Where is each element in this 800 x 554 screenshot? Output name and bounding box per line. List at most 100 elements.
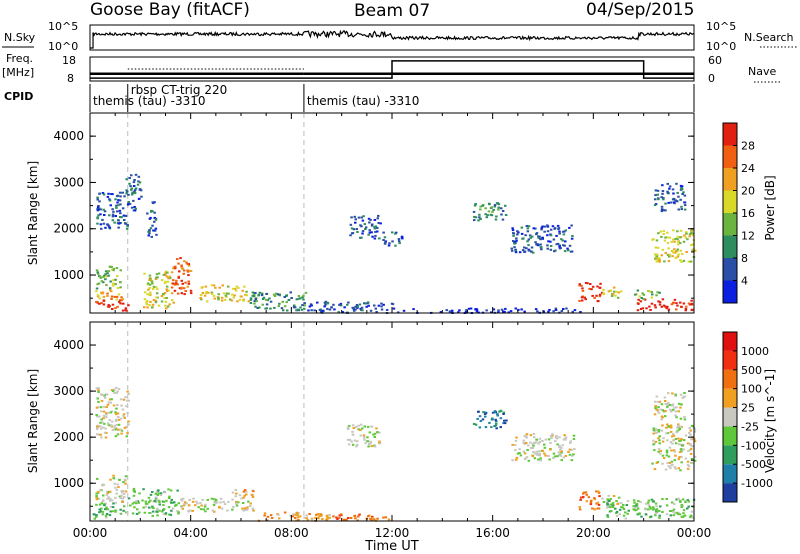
data-cell (384, 516, 388, 519)
data-cell (572, 434, 576, 437)
data-cell (562, 233, 566, 236)
data-cell (102, 281, 105, 284)
data-cell (579, 496, 583, 499)
data-cell (108, 214, 111, 217)
data-cell (684, 236, 688, 239)
data-cell (187, 274, 190, 277)
data-cell (325, 514, 329, 517)
data-cell (115, 489, 118, 491)
data-cell (102, 499, 105, 502)
data-cell (128, 182, 131, 185)
data-cell (297, 295, 301, 297)
data-cell (253, 302, 256, 305)
data-cell (109, 401, 112, 404)
data-cell (123, 496, 126, 499)
data-cell (658, 259, 661, 262)
data-cell (351, 424, 355, 427)
data-cell (514, 307, 517, 310)
data-cell (685, 305, 688, 308)
data-cell (184, 281, 187, 284)
data-cell (102, 295, 106, 298)
data-cell (204, 503, 207, 506)
data-cell (665, 426, 668, 429)
data-cell (338, 303, 341, 306)
data-cell (649, 309, 652, 311)
data-cell (685, 231, 688, 234)
data-cell (539, 243, 542, 246)
data-cell (678, 513, 682, 516)
data-cell (320, 310, 323, 313)
data-cell (636, 507, 640, 510)
data-cell (638, 295, 641, 298)
data-cell (445, 309, 448, 312)
data-cell (100, 280, 104, 283)
data-cell (177, 262, 180, 265)
data-cell (102, 426, 105, 429)
data-cell (227, 285, 230, 288)
data-cell (658, 400, 662, 403)
data-cell (104, 427, 107, 430)
data-cell (136, 183, 140, 186)
noise-left-tick-top: 10^5 (48, 20, 78, 33)
data-cell (178, 287, 182, 290)
data-cell (666, 462, 669, 465)
freq-left-tick-bottom: 8 (67, 72, 74, 85)
data-cell (487, 210, 491, 213)
data-cell (555, 437, 559, 440)
data-cell (365, 305, 368, 308)
data-cell (101, 218, 104, 221)
data-cell (531, 251, 535, 254)
data-cell (618, 508, 622, 511)
data-cell (537, 236, 540, 239)
data-cell (100, 227, 103, 230)
data-cell (155, 273, 159, 276)
data-cell (564, 240, 567, 243)
data-cell (153, 211, 156, 214)
data-cell (580, 296, 584, 299)
data-cell (121, 497, 124, 500)
data-cell (514, 249, 517, 252)
data-cell (165, 297, 168, 299)
data-cell (657, 428, 661, 431)
data-cell (495, 420, 498, 423)
data-cell (563, 230, 566, 233)
data-cell (163, 282, 167, 285)
station-title: Goose Bay (fitACF) (90, 0, 250, 20)
data-cell (154, 299, 158, 302)
data-cell (564, 229, 568, 232)
data-cell (507, 311, 510, 314)
data-cell (661, 462, 664, 465)
data-cell (369, 218, 372, 221)
data-cell (607, 500, 611, 502)
data-cell (200, 294, 203, 297)
data-cell (360, 216, 363, 219)
data-cell (526, 240, 529, 243)
data-cell (680, 208, 683, 211)
data-cell (666, 236, 669, 239)
data-cell (125, 227, 129, 230)
data-cell (133, 506, 136, 509)
data-cell (152, 202, 155, 205)
data-cell (113, 426, 116, 429)
data-cell (488, 421, 491, 424)
data-cell (380, 302, 383, 305)
data-cell (680, 506, 683, 509)
data-cell (656, 408, 659, 411)
data-cell (546, 230, 550, 233)
data-cell (253, 293, 256, 296)
noise-sky-line (90, 29, 695, 49)
data-cell (253, 300, 256, 303)
data-cell (218, 286, 221, 289)
data-cell (157, 304, 161, 307)
data-cell (361, 219, 365, 222)
data-cell (683, 418, 687, 421)
data-cell (357, 428, 360, 431)
colorbar-swatch (723, 445, 737, 465)
data-cell (674, 257, 678, 260)
data-cell (122, 481, 125, 484)
data-cell (172, 301, 175, 304)
data-cell (364, 302, 367, 305)
data-cell (143, 298, 147, 301)
data-cell (152, 299, 156, 301)
